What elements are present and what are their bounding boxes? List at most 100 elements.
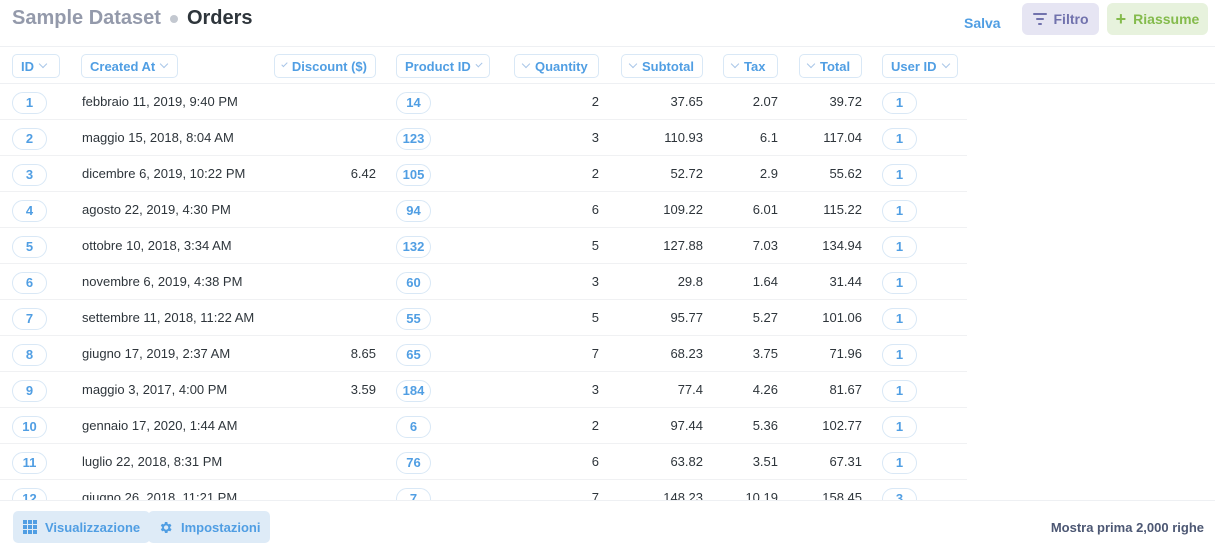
cell-tax: 4.26	[752, 382, 778, 397]
cell-created-at: gennaio 17, 2020, 1:44 AM	[82, 418, 238, 433]
cell-product-id-link[interactable]: 105	[396, 164, 431, 186]
cell-discount: 8.65	[350, 346, 376, 361]
column-header-discount[interactable]: Discount ($)	[274, 54, 376, 78]
chevron-down-icon	[806, 59, 816, 69]
table-row: 8 giugno 17, 2019, 2:37 AM 8.65 65 7 68.23 3.7…	[0, 336, 967, 372]
save-button[interactable]: Salva	[964, 15, 1001, 31]
cell-id-link[interactable]: 7	[12, 308, 47, 330]
plus-icon: +	[1115, 9, 1127, 29]
cell-subtotal: 37.65	[670, 94, 703, 109]
cell-id-link[interactable]: 12	[12, 488, 47, 500]
cell-id-link[interactable]: 1	[12, 92, 47, 114]
table-row: 11 luglio 22, 2018, 8:31 PM 76 6 63.82 3.51 67…	[0, 444, 967, 480]
cell-created-at: maggio 15, 2018, 8:04 AM	[82, 130, 234, 145]
cell-id-link[interactable]: 8	[12, 344, 47, 366]
summarize-button[interactable]: + Riassume	[1107, 3, 1208, 35]
column-header-subtotal[interactable]: Subtotal	[621, 54, 703, 78]
cell-total: 158.45	[822, 490, 862, 500]
settings-button[interactable]: Impostazioni	[148, 511, 271, 543]
cell-user-id-link[interactable]: 1	[882, 92, 917, 114]
cell-created-at: dicembre 6, 2019, 10:22 PM	[82, 166, 246, 181]
row-count-label: Mostra prima 2,000 righe	[1050, 520, 1204, 535]
chevron-down-icon	[628, 59, 638, 69]
column-header-tax[interactable]: Tax	[723, 54, 778, 78]
cell-user-id-link[interactable]: 1	[882, 380, 917, 402]
cell-quantity: 5	[591, 238, 599, 253]
column-header-user-id[interactable]: User ID	[882, 54, 958, 78]
column-header-quantity[interactable]: Quantity	[514, 54, 599, 78]
filter-button[interactable]: Filtro	[1022, 3, 1099, 35]
breadcrumb-separator	[169, 14, 178, 23]
cell-product-id-link[interactable]: 184	[396, 380, 431, 402]
cell-product-id-link[interactable]: 76	[396, 452, 431, 474]
column-header-id[interactable]: ID	[12, 54, 60, 78]
cell-id-link[interactable]: 2	[12, 128, 47, 150]
cell-quantity: 7	[591, 346, 599, 361]
cell-discount	[280, 228, 376, 264]
cell-id-link[interactable]: 4	[12, 200, 47, 222]
column-header-total[interactable]: Total	[799, 54, 862, 78]
cell-id-link[interactable]: 3	[12, 164, 47, 186]
breadcrumb-database[interactable]: Sample Dataset	[12, 7, 161, 29]
cell-subtotal: 97.44	[670, 418, 703, 433]
cell-id-link[interactable]: 5	[12, 236, 47, 258]
cell-total: 67.31	[829, 454, 862, 469]
column-header-created-at[interactable]: Created At	[81, 54, 178, 78]
cell-user-id-link[interactable]: 1	[882, 200, 917, 222]
cell-total: 115.22	[823, 202, 862, 217]
table-row: 6 novembre 6, 2019, 4:38 PM 60 3 29.8 1.64 31.…	[0, 264, 967, 300]
cell-product-id-link[interactable]: 6	[396, 416, 431, 438]
cell-user-id-link[interactable]: 1	[882, 164, 917, 186]
cell-product-id-link[interactable]: 60	[396, 272, 431, 294]
cell-user-id-link[interactable]: 1	[882, 308, 917, 330]
cell-user-id-link[interactable]: 3	[882, 488, 917, 500]
query-footer: Visualizzazione Impostazioni Mostra prim…	[0, 500, 1215, 543]
cell-tax: 6.1	[759, 130, 778, 145]
cell-tax: 10.19	[745, 490, 778, 500]
cell-user-id-link[interactable]: 1	[882, 272, 917, 294]
cell-discount: 3.59	[350, 382, 376, 397]
grid-icon	[23, 520, 37, 534]
cell-product-id-link[interactable]: 14	[396, 92, 431, 114]
cell-created-at: novembre 6, 2019, 4:38 PM	[82, 274, 243, 289]
cell-total: 31.44	[829, 274, 862, 289]
cell-quantity: 3	[591, 274, 599, 289]
cell-product-id-link[interactable]: 55	[396, 308, 431, 330]
cell-total: 102.77	[822, 418, 862, 433]
cell-id-link[interactable]: 6	[12, 272, 47, 294]
table-row: 5 ottobre 10, 2018, 3:34 AM 132 5 127.88 7.03…	[0, 228, 967, 264]
cell-product-id-link[interactable]: 65	[396, 344, 431, 366]
visualization-button-label: Visualizzazione	[45, 519, 141, 535]
table-row: 3 dicembre 6, 2019, 10:22 PM 6.42 105 2 52.72…	[0, 156, 967, 192]
cell-subtotal: 52.72	[670, 166, 703, 181]
cell-product-id-link[interactable]: 123	[396, 128, 431, 150]
cell-user-id-link[interactable]: 1	[882, 236, 917, 258]
cell-user-id-link[interactable]: 1	[882, 344, 917, 366]
cell-product-id-link[interactable]: 132	[396, 236, 431, 258]
cell-user-id-link[interactable]: 1	[882, 416, 917, 438]
column-header-product-id[interactable]: Product ID	[396, 54, 490, 78]
cell-quantity: 3	[591, 382, 599, 397]
cell-user-id-link[interactable]: 1	[882, 128, 917, 150]
cell-product-id-link[interactable]: 7	[396, 488, 431, 500]
cell-created-at: maggio 3, 2017, 4:00 PM	[82, 382, 228, 397]
cell-discount	[280, 444, 376, 480]
table-row: 9 maggio 3, 2017, 4:00 PM 3.59 184 3 77.4 4.26…	[0, 372, 967, 408]
cell-tax: 2.07	[752, 94, 778, 109]
chevron-down-icon	[160, 59, 169, 69]
cell-discount	[280, 300, 376, 336]
breadcrumb: Sample Dataset Orders	[12, 7, 253, 30]
cell-total: 134.94	[822, 238, 862, 253]
visualization-button[interactable]: Visualizzazione	[13, 511, 151, 543]
cell-total: 117.04	[823, 130, 862, 145]
cell-id-link[interactable]: 11	[12, 452, 47, 474]
chevron-down-icon	[38, 59, 48, 69]
cell-discount	[280, 408, 376, 444]
cell-discount: 6.42	[350, 166, 376, 181]
cell-discount	[280, 480, 376, 500]
cell-product-id-link[interactable]: 94	[396, 200, 431, 222]
cell-id-link[interactable]: 10	[12, 416, 47, 438]
cell-subtotal: 148.23	[663, 490, 703, 500]
cell-user-id-link[interactable]: 1	[882, 452, 917, 474]
cell-id-link[interactable]: 9	[12, 380, 47, 402]
